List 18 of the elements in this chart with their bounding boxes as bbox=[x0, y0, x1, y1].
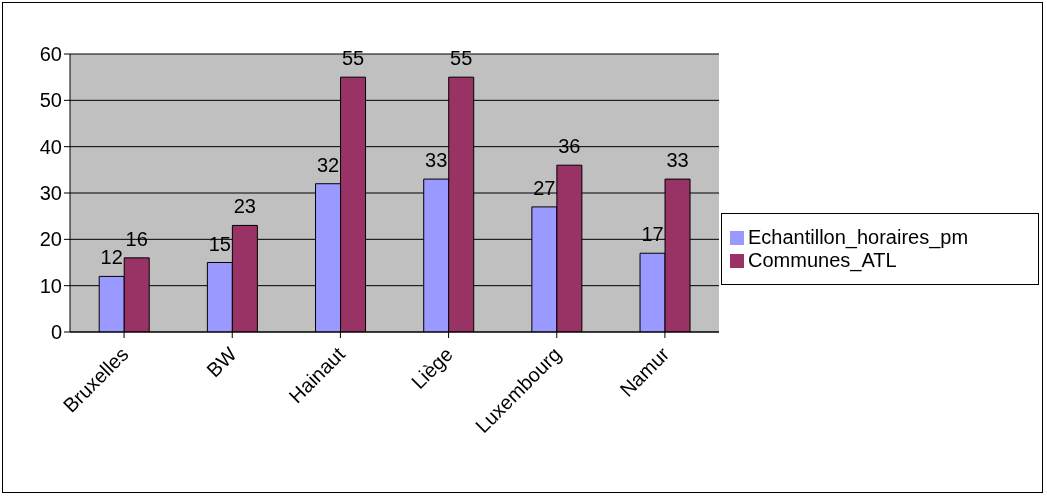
y-tick-label: 40 bbox=[39, 135, 62, 158]
y-tick-label: 20 bbox=[39, 228, 62, 251]
y-tick-label: 10 bbox=[39, 274, 62, 297]
y-tick-label: 0 bbox=[50, 321, 62, 344]
data-label: 12 bbox=[100, 246, 123, 269]
y-tick-label: 50 bbox=[39, 89, 62, 112]
data-label: 32 bbox=[316, 153, 340, 176]
legend-label: Echantillon_horaires_pm bbox=[748, 225, 969, 248]
data-label: 23 bbox=[233, 195, 256, 218]
data-label: 55 bbox=[341, 47, 365, 70]
data-label: 27 bbox=[533, 176, 556, 199]
y-tick-label: 60 bbox=[39, 43, 62, 66]
legend-label: Communes_ATL bbox=[748, 248, 897, 271]
y-tick-label: 30 bbox=[39, 182, 62, 205]
data-label: 55 bbox=[450, 47, 473, 70]
data-label: 33 bbox=[425, 149, 448, 172]
data-label: 33 bbox=[666, 149, 689, 172]
x-tick-label: BW bbox=[202, 342, 241, 382]
